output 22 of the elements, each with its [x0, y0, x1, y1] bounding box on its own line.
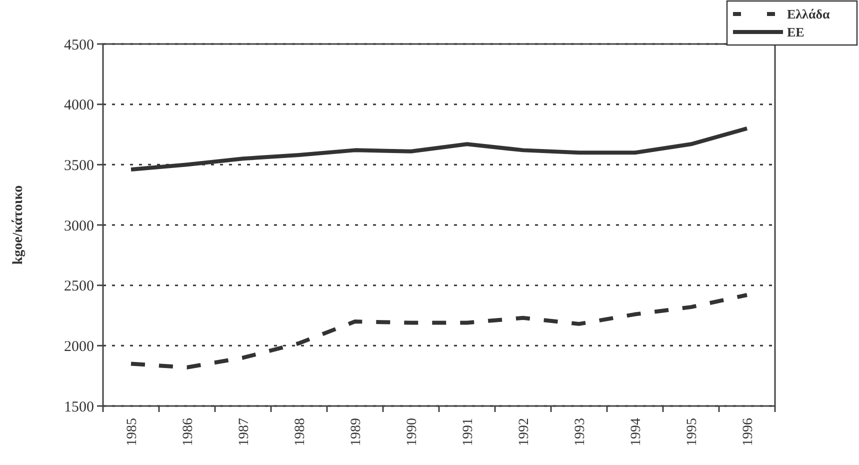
x-tick-label: 1991: [460, 418, 476, 446]
legend-label: ΕΕ: [787, 24, 804, 40]
x-tick-label: 1992: [516, 418, 532, 446]
x-tick-label: 1986: [180, 418, 196, 446]
x-tick-label: 1988: [292, 418, 308, 446]
y-tick-label: 1500: [64, 399, 94, 416]
y-tick-label: 2500: [64, 278, 94, 295]
x-tick-label: 1994: [628, 418, 644, 446]
y-tick-label: 3000: [64, 218, 94, 234]
x-tick-label: 1985: [124, 418, 140, 446]
x-tick-label: 1993: [572, 418, 588, 446]
x-tick-label: 1989: [348, 418, 364, 446]
y-tick-label: 4000: [64, 98, 94, 114]
x-tick-label: 1990: [404, 418, 420, 446]
legend-label: Ελλάδα: [787, 6, 830, 22]
x-tick-label: 1987: [236, 418, 252, 446]
x-tick-label: 1995: [684, 418, 700, 446]
y-axis-title: kgoe/κάτοικο: [11, 185, 26, 265]
y-tick-label: 2000: [64, 338, 94, 355]
x-tick-label: 1996: [740, 418, 756, 446]
y-tick-label: 4500: [64, 37, 94, 54]
y-tick-label: 3500: [64, 158, 94, 174]
